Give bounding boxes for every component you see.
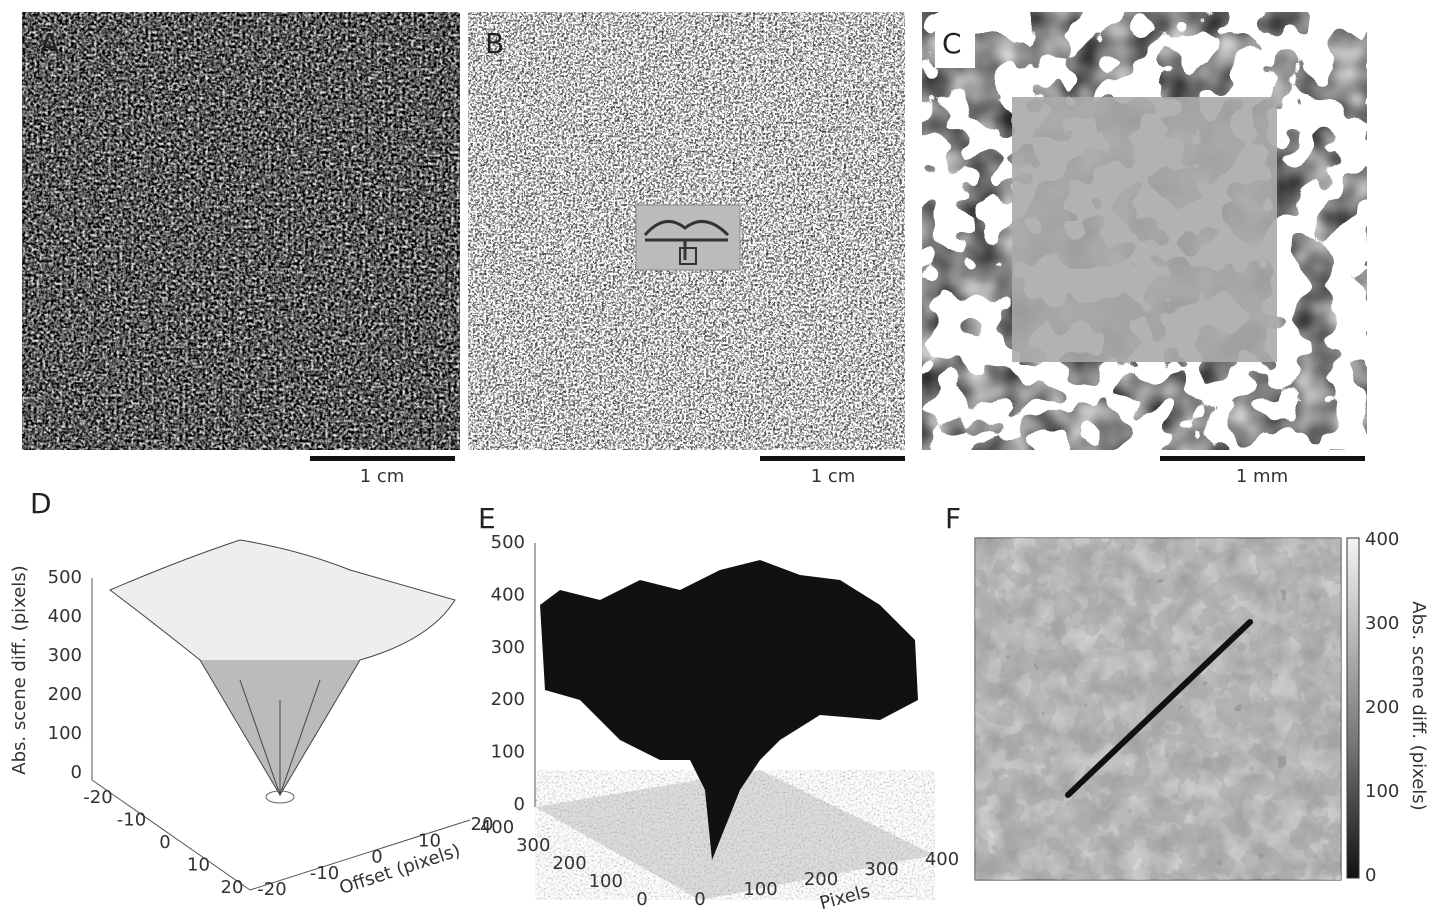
tick-label: 300 — [491, 637, 525, 658]
panel-label: B — [485, 27, 504, 60]
tick-label: -10 — [310, 863, 339, 884]
image-texture — [22, 12, 460, 450]
scale-bar — [1160, 456, 1365, 461]
tick-label: 0 — [514, 794, 525, 815]
panel-label: F — [945, 502, 961, 535]
scale-label: 1 cm — [360, 466, 405, 487]
tick-label: 400 — [48, 606, 82, 627]
panel-c: C 1 mm — [922, 12, 1367, 487]
tick-label: 300 — [516, 835, 550, 856]
tick-label: 0 — [694, 889, 705, 910]
tick-label: 100 — [491, 742, 525, 763]
panel-label: E — [478, 502, 496, 535]
y-axis-label: Offset (pixels) — [337, 840, 463, 899]
tick-label: 200 — [1365, 697, 1399, 718]
panel-b: B 1 cm — [468, 12, 905, 487]
colorbar — [1347, 538, 1359, 878]
tick-label: 200 — [48, 684, 82, 705]
tick-label: 200 — [491, 689, 525, 710]
tick-label: 300 — [864, 859, 898, 880]
tick-label: 0 — [636, 889, 647, 910]
panel-a: A 1 cm — [22, 12, 460, 487]
tick-label: 0 — [1365, 865, 1376, 886]
tick-label: 400 — [1365, 529, 1399, 550]
tick-label: 400 — [491, 584, 525, 605]
tick-label: 400 — [925, 849, 959, 870]
tick-label: 10 — [187, 855, 210, 876]
panel-label: A — [40, 27, 59, 60]
panel-f: F Abs. scene diff. (pixels) 400 300 200 100… — [945, 502, 1429, 886]
tick-label: 300 — [1365, 613, 1399, 634]
tick-label: 500 — [491, 532, 525, 553]
scale-bar — [310, 456, 455, 461]
tick-label: -20 — [257, 879, 286, 900]
panel-label: C — [942, 27, 962, 60]
tick-label: 20 — [221, 877, 244, 898]
tick-label: 100 — [743, 879, 777, 900]
tick-label: -10 — [117, 810, 146, 831]
tick-label: 10 — [418, 830, 441, 851]
figure: A 1 cm B 1 cm C 1 mm D Abs. scene diff. … — [0, 0, 1429, 915]
tick-label: 0 — [371, 847, 382, 868]
tick-label: 100 — [1365, 781, 1399, 802]
z-axis-label: Abs. scene diff. (pixels) — [9, 565, 30, 774]
tick-label: 400 — [480, 817, 514, 838]
tick-label: 500 — [48, 567, 82, 588]
tick-label: 200 — [804, 869, 838, 890]
x-axis — [92, 780, 250, 890]
colorbar-label: Abs. scene diff. (pixels) — [1408, 601, 1429, 810]
inset — [1012, 97, 1277, 362]
tick-label: 0 — [71, 762, 82, 783]
scale-label: 1 cm — [811, 466, 856, 487]
panel-label: D — [30, 487, 52, 520]
tick-label: 200 — [552, 853, 586, 874]
inset — [636, 205, 740, 270]
scale-label: 1 mm — [1236, 466, 1288, 487]
surface-funnel — [200, 660, 360, 795]
panel-d: D Abs. scene diff. (pixels) Offset (pixe… — [9, 487, 493, 900]
tick-label: 0 — [159, 832, 170, 853]
tick-label: -20 — [83, 787, 112, 808]
tick-label: 300 — [48, 645, 82, 666]
tick-label: 100 — [48, 723, 82, 744]
tick-label: 100 — [589, 871, 623, 892]
scale-bar — [760, 456, 905, 461]
